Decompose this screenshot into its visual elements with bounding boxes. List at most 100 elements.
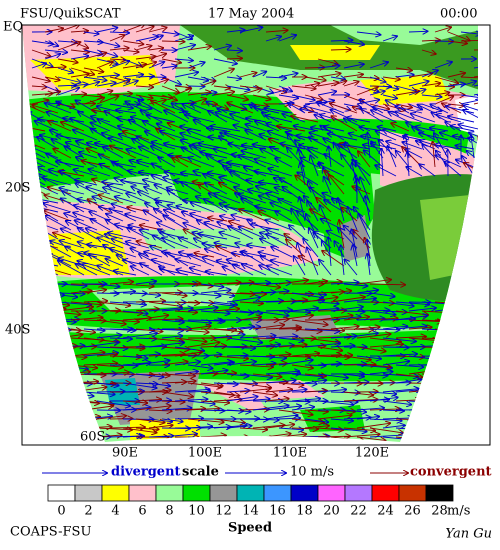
wind-arrow — [247, 219, 267, 231]
wind-arrow — [70, 318, 103, 321]
wind-arrow — [330, 77, 345, 79]
wind-arrow — [310, 156, 319, 177]
wind-arrow — [277, 126, 306, 132]
wind-arrow — [131, 266, 150, 276]
wind-arrow — [73, 130, 98, 141]
wind-arrow — [434, 426, 460, 428]
wind-arrow — [148, 319, 183, 320]
wind-arrow — [434, 93, 449, 96]
wind-arrow — [200, 311, 230, 314]
wind-arrow — [239, 311, 262, 313]
wind-arrow — [447, 346, 478, 351]
wind-arrow — [291, 329, 322, 331]
wind-arrow — [179, 238, 202, 249]
wind-arrow — [291, 86, 316, 89]
wind-arrow — [53, 233, 72, 240]
wind-arrow — [215, 112, 241, 123]
wind-arrow — [239, 365, 273, 367]
wind-arrow — [487, 77, 500, 83]
wind-arrow — [57, 85, 76, 86]
wind-arrow — [278, 73, 297, 78]
wind-arrow — [447, 387, 478, 393]
wind-arrow — [96, 310, 120, 311]
wind-arrow — [473, 301, 478, 304]
wind-arrow — [208, 173, 228, 177]
wind-arrow — [304, 83, 319, 86]
wind-arrow — [148, 292, 182, 293]
wind-arrow — [369, 329, 399, 330]
wind-arrow — [187, 92, 210, 95]
wind-arrow — [343, 355, 371, 360]
wind-arrow — [332, 116, 358, 132]
wind-arrow — [464, 106, 478, 114]
wind-arrow — [174, 381, 196, 383]
wind-arrow — [226, 94, 248, 100]
wind-arrow — [181, 182, 202, 195]
wind-arrow — [318, 164, 345, 177]
wind-arrow — [213, 92, 234, 95]
wind-arrow — [356, 334, 391, 339]
wind-arrow — [187, 382, 222, 387]
wind-arrow — [148, 308, 182, 312]
wind-arrow — [226, 297, 260, 303]
colorbar-tick-label: 12 — [215, 504, 232, 519]
wind-arrow — [59, 188, 85, 195]
wind-arrow — [307, 248, 319, 276]
wind-arrow — [44, 346, 77, 347]
colorbar-cell — [182, 484, 211, 502]
wind-arrow — [447, 328, 476, 329]
wind-arrow — [22, 203, 33, 213]
wind-arrow — [447, 320, 478, 321]
wind-arrow — [291, 292, 323, 298]
wind-arrow — [291, 308, 318, 311]
wind-arrow — [135, 315, 168, 321]
wind-arrow — [31, 436, 64, 441]
wind-arrow — [395, 316, 427, 321]
wind-arrow — [161, 41, 184, 42]
wind-arrow — [148, 62, 164, 69]
wind-arrow — [135, 374, 163, 377]
wind-arrow — [356, 77, 379, 78]
wind-arrow — [242, 252, 267, 267]
wind-arrow — [86, 187, 111, 195]
lon-label: 100E — [188, 446, 222, 461]
wind-arrow — [44, 392, 69, 395]
wind-arrow — [343, 382, 369, 383]
wind-arrow — [447, 365, 478, 366]
wind-arrow — [100, 164, 124, 177]
wind-arrow — [138, 100, 163, 114]
lat-label: 20S — [5, 181, 30, 196]
wind-arrow — [317, 346, 342, 351]
wind-arrow — [200, 284, 224, 287]
wind-arrow — [139, 147, 163, 159]
wind-arrow — [304, 380, 326, 383]
wind-arrow — [200, 346, 226, 347]
wind-arrow — [25, 255, 46, 267]
wind-arrow — [160, 131, 189, 141]
wind-arrow — [375, 165, 397, 177]
wind-arrow — [31, 338, 63, 340]
wind-arrow — [70, 56, 88, 59]
wind-arrow — [291, 209, 306, 231]
wind-arrow — [208, 218, 228, 222]
wind-arrow — [487, 30, 500, 32]
wind-arrow — [260, 149, 280, 159]
legend-scale: scale — [182, 465, 219, 480]
wind-arrow — [164, 110, 189, 123]
wind-arrow — [252, 437, 274, 439]
lon-label: 120E — [355, 446, 389, 461]
wind-arrow — [135, 95, 153, 98]
wind-arrow — [126, 193, 150, 204]
wind-arrow — [473, 65, 478, 69]
colorbar-cell — [371, 484, 400, 502]
wind-arrow — [242, 264, 267, 276]
wind-arrow — [356, 374, 387, 376]
wind-arrow — [422, 145, 436, 159]
wind-arrow — [356, 280, 391, 285]
wind-arrow — [200, 152, 228, 159]
wind-arrow — [213, 309, 239, 311]
wind-arrow — [255, 159, 280, 168]
wind-arrow — [252, 344, 280, 347]
wind-arrow — [70, 291, 92, 293]
wind-arrow — [174, 352, 202, 357]
